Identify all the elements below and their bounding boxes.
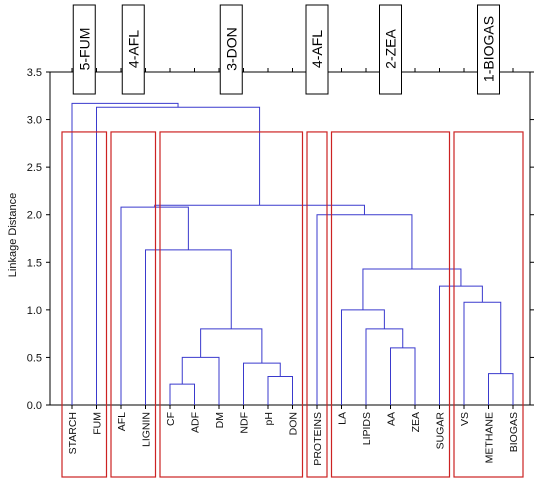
- group-label: 1-BIOGAS: [481, 16, 497, 82]
- leaf-labels: STARCH FUM AFL LIGNIN CF ADF DM NDF pH DON PROTEIN…: [67, 412, 520, 466]
- leaf-label: AFL: [116, 412, 128, 431]
- y-tick-label: 1.0: [27, 305, 42, 317]
- y-tick-label: 0.0: [27, 400, 42, 412]
- dendrogram-link: [488, 373, 514, 405]
- leaf-label: LA: [337, 412, 349, 425]
- dendrogram-link: [96, 106, 261, 405]
- group-label: 3-DON: [223, 27, 239, 71]
- dendrogram-link: [169, 383, 195, 405]
- dendrogram-link: [439, 285, 483, 405]
- dendrogram-link: [243, 362, 281, 405]
- leaf-label: CF: [165, 412, 177, 426]
- group-label-box: [121, 4, 145, 95]
- group-label-box: [305, 4, 329, 95]
- y-tick-label: 2.5: [27, 162, 42, 174]
- group-box: [61, 131, 108, 478]
- dendrogram-link: [365, 328, 404, 405]
- dendrogram-link: [181, 356, 220, 405]
- group-label: 2-ZEA: [383, 29, 399, 69]
- group-label-box: [477, 4, 500, 95]
- dendrogram-link: [145, 249, 232, 405]
- leaf-label: AA: [386, 412, 398, 426]
- leaf-label: ADF: [190, 412, 202, 433]
- dendrogram-link: [71, 102, 179, 405]
- group-labels: 5-FUM 4-AFL 3-DON 4-AFL 2-ZEA 1-BIOGAS: [72, 4, 500, 95]
- group-boxes: [61, 131, 524, 478]
- leaf-label: STARCH: [67, 412, 79, 454]
- group-box: [110, 131, 157, 478]
- group-box: [453, 131, 524, 478]
- dendrogram-link: [463, 301, 502, 405]
- y-tick-label: 2.0: [27, 210, 42, 222]
- leaf-label: pH: [263, 412, 275, 425]
- group-label: 4-AFL: [309, 30, 325, 68]
- leaf-label: LIPIDS: [361, 412, 373, 445]
- group-box: [330, 131, 451, 478]
- dendrogram-links: [71, 102, 514, 405]
- y-axis-label: Linkage Distance: [7, 193, 19, 277]
- group-label: 4-AFL: [125, 30, 141, 68]
- dendrogram-link: [390, 347, 416, 405]
- group-label-box: [72, 4, 96, 95]
- dendrogram-link: [120, 206, 189, 405]
- leaf-label: METHANE: [484, 412, 496, 463]
- axes: 0.0 0.5 1.0 1.5 2.0 2.5 3.0 3.5: [27, 67, 534, 412]
- leaf-label: ZEA: [410, 412, 422, 432]
- dendrogram-link: [200, 328, 263, 364]
- leaf-label: NDF: [239, 412, 251, 434]
- plot-frame: [49, 71, 531, 406]
- group-box: [306, 131, 328, 478]
- group-box: [159, 131, 304, 478]
- leaf-label: LIGNIN: [141, 412, 153, 447]
- leaf-label: FUM: [92, 412, 104, 435]
- leaf-label: DM: [214, 412, 226, 428]
- dendrogram-link: [341, 309, 385, 405]
- group-label: 5-FUM: [76, 28, 92, 71]
- group-label-box: [219, 4, 243, 95]
- leaf-label: VS: [459, 412, 471, 426]
- dendrogram-link: [362, 268, 462, 310]
- leaf-label: SUGAR: [435, 412, 447, 450]
- leaf-label: BIOGAS: [508, 412, 520, 452]
- group-label-box: [379, 4, 402, 95]
- y-tick-label: 3.5: [27, 67, 42, 79]
- y-tick-label: 1.5: [27, 257, 42, 269]
- dendrogram-link: [267, 375, 293, 405]
- y-tick-label: 3.0: [27, 115, 42, 127]
- y-tick-label: 0.5: [27, 352, 42, 364]
- leaf-label: PROTEINS: [312, 412, 324, 466]
- leaf-label: DON: [288, 412, 300, 435]
